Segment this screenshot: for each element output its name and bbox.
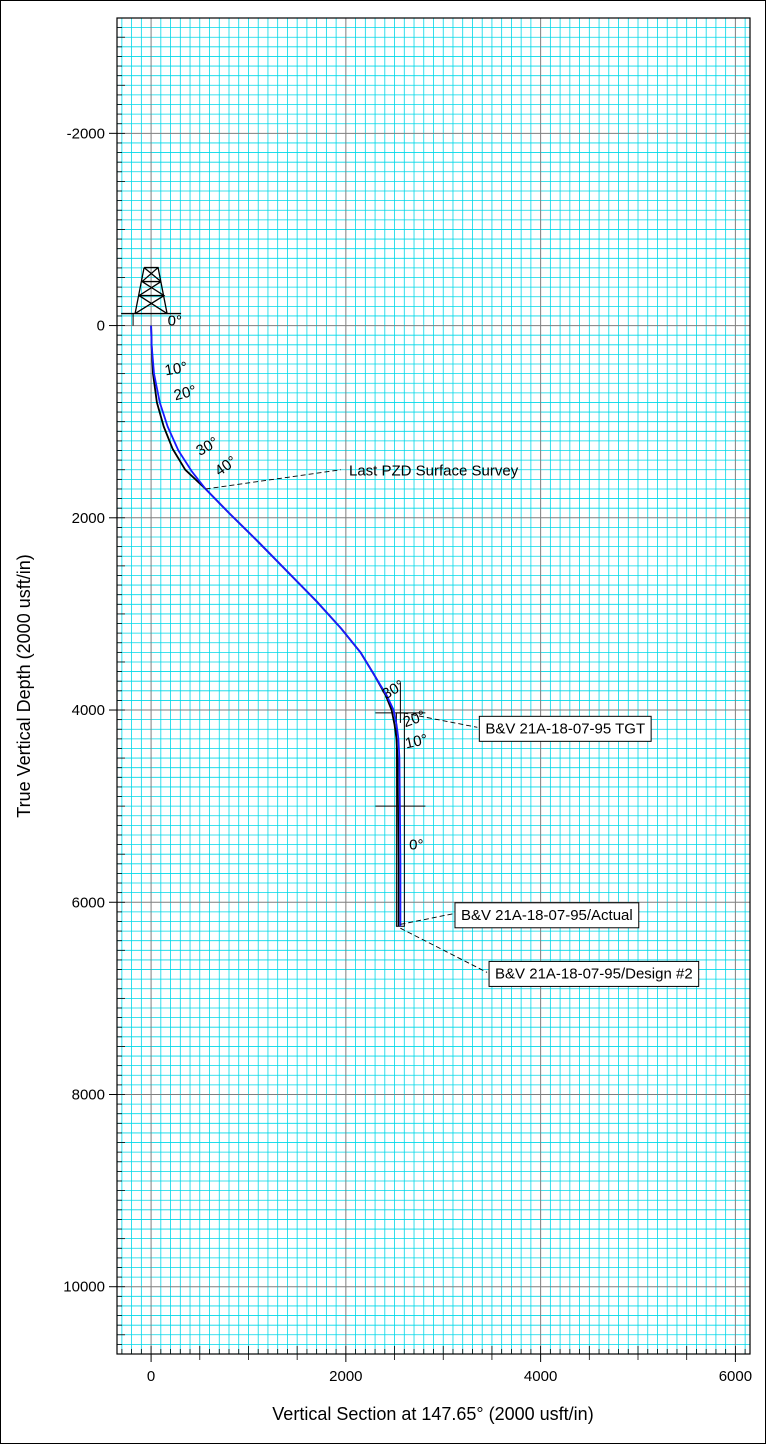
y-tick-label: -2000 <box>67 125 105 142</box>
inclination-label: 0° <box>168 313 182 330</box>
inclination-label: 20° <box>172 382 198 404</box>
annotation-label: B&V 21A-18-07-95 TGT <box>485 720 645 737</box>
axis-ticks <box>109 17 746 1362</box>
y-tick-label: 6000 <box>72 894 105 911</box>
x-tick-label: 0 <box>147 1368 155 1385</box>
annotation-box <box>478 715 652 742</box>
y-tick-label: 0 <box>97 318 105 335</box>
y-tick-label: 4000 <box>72 702 105 719</box>
axis-tick-labels: -2000 0 2000 4000 6000 8000 10000 0 2000 4000 6000 <box>63 125 752 1385</box>
annotation-box <box>454 902 640 929</box>
x-tick-label: 2000 <box>329 1368 362 1385</box>
y-tick-label: 8000 <box>72 1086 105 1103</box>
annotation-leader <box>403 712 478 728</box>
annotation-label: B&V 21A-18-07-95/Actual <box>461 907 633 924</box>
x-tick-label: 4000 <box>524 1368 557 1385</box>
annotation-box <box>488 960 700 987</box>
series-line-actual <box>150 325 402 927</box>
annotation-leader <box>400 913 454 925</box>
x-tick-label: 6000 <box>719 1368 752 1385</box>
inclination-label: 20° <box>401 707 428 731</box>
annotation-label: Last PZD Surface Survey <box>349 463 519 480</box>
series-layer <box>150 325 402 927</box>
inclination-label: 10° <box>163 359 188 380</box>
annotation-leader <box>205 469 342 490</box>
major-grid <box>117 18 750 1354</box>
drilling-rig-icon <box>121 266 182 326</box>
rig-tower <box>134 266 168 315</box>
x-axis-label: Vertical Section at 147.65° (2000 usft/i… <box>272 1404 593 1424</box>
y-tick-label: 2000 <box>72 510 105 527</box>
inclination-label: 10° <box>404 731 430 752</box>
annotation-leader <box>400 927 488 973</box>
y-tick-label: 10000 <box>63 1279 105 1296</box>
annotations: Last PZD Surface Survey B&V 21A-18-07-95 … <box>205 463 700 987</box>
inclination-label: 0° <box>409 836 423 853</box>
annotation-label: B&V 21A-18-07-95/Design #2 <box>495 965 693 982</box>
y-axis-label: True Vertical Depth (2000 usft/in) <box>14 554 34 817</box>
plot-frame <box>116 17 751 1355</box>
